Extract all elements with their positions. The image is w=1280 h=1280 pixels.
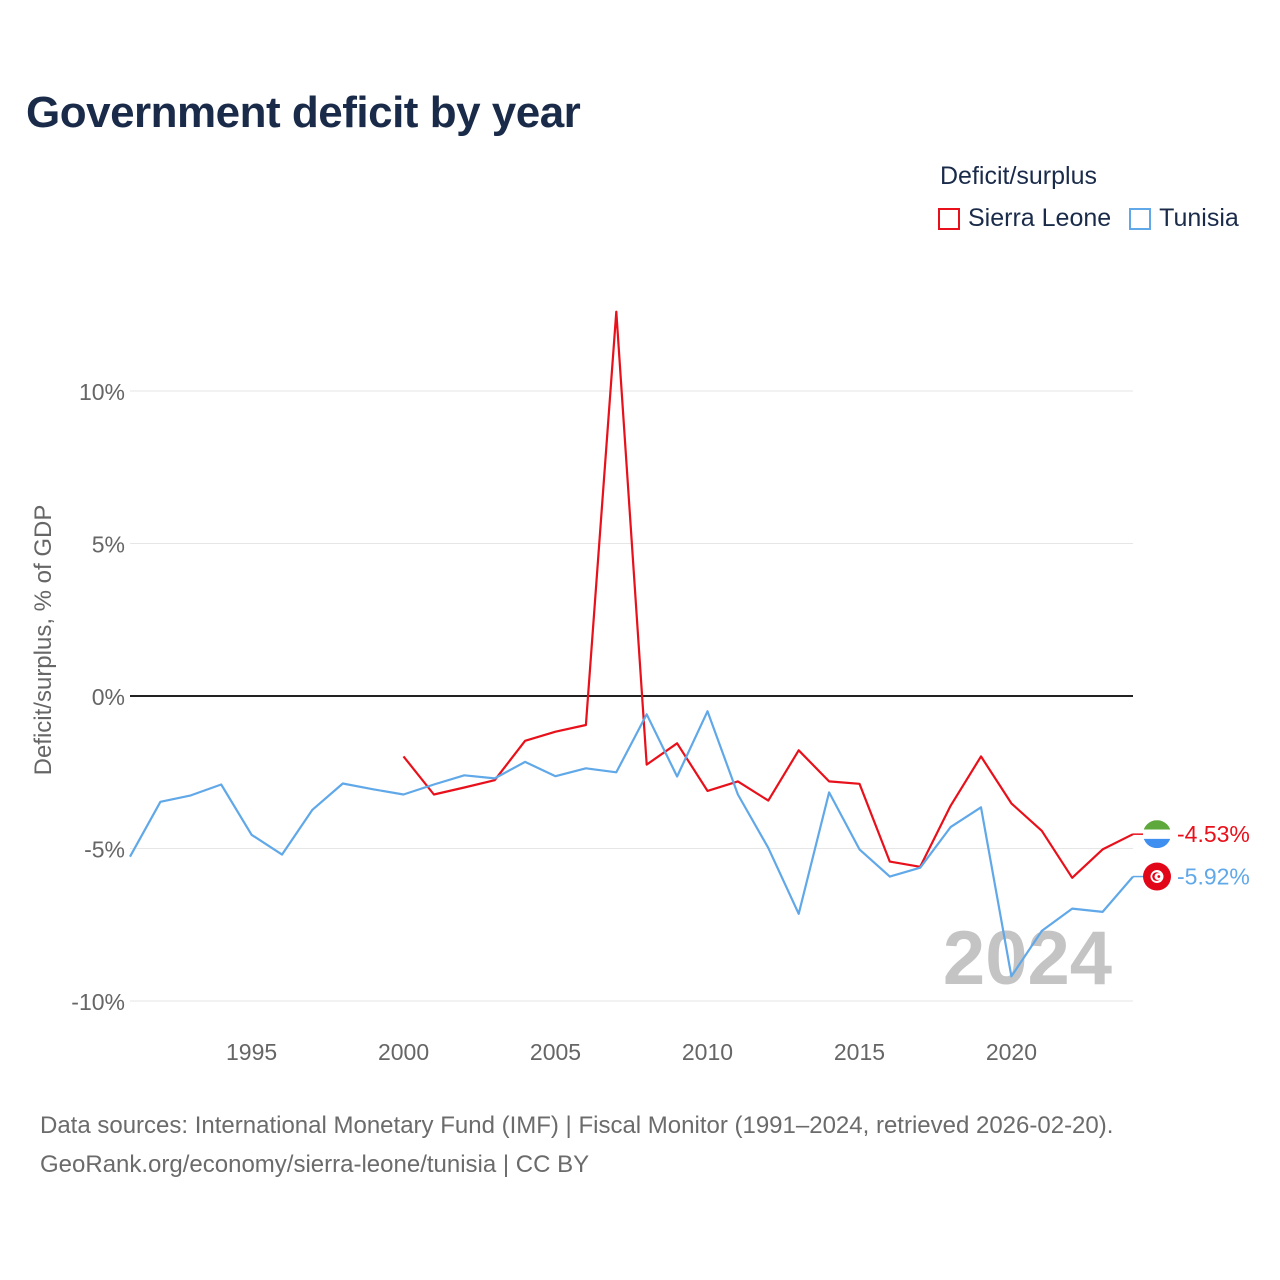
x-tick-label: 2000 bbox=[378, 1039, 429, 1065]
series-line-tunisia[interactable] bbox=[129, 710, 1134, 978]
gridlines bbox=[130, 390, 1133, 1002]
legend-label-sierra-leone: Sierra Leone bbox=[968, 204, 1112, 232]
y-axis-ticks: 10% 5% 0% -5% -10% bbox=[71, 379, 125, 1015]
y-tick-label: -10% bbox=[71, 989, 125, 1015]
line-chart: 10%5%0%-5%-10% 1995 2000 2005 2010 2015 2020 … bbox=[30, 310, 1250, 1065]
source-line-1: Data sources: International Monetary Fun… bbox=[40, 1112, 1114, 1139]
y-tick-label: 0% bbox=[92, 684, 125, 710]
x-tick-label: 2010 bbox=[682, 1039, 733, 1065]
y-axis-label: Deficit/surplus, % of GDP bbox=[30, 505, 57, 776]
x-tick-label: 1995 bbox=[226, 1039, 277, 1065]
series-lines bbox=[129, 310, 1134, 978]
sierra-leone-flag-icon bbox=[1143, 820, 1171, 849]
x-tick-label: 2005 bbox=[530, 1039, 581, 1065]
legend: Sierra Leone Tunisia bbox=[938, 204, 1257, 233]
y-tick-label: -5% bbox=[84, 837, 125, 863]
legend-title: Deficit/surplus bbox=[940, 162, 1097, 190]
series-line-sierra-leone[interactable] bbox=[402, 310, 1134, 879]
source-note: Data sources: International Monetary Fun… bbox=[40, 1106, 1113, 1184]
y-tick-label: 10% bbox=[79, 379, 125, 405]
y-tick-label: 5% bbox=[92, 532, 125, 558]
x-axis-ticks: 1995 2000 2005 2010 2015 2020 bbox=[226, 1039, 1037, 1065]
end-label-tunisia: -5.92% bbox=[1177, 864, 1250, 890]
year-watermark: 2024 bbox=[943, 916, 1112, 1001]
legend-swatch-tunisia bbox=[1129, 207, 1152, 230]
chart-title: Government deficit by year bbox=[26, 88, 581, 137]
x-tick-label: 2015 bbox=[834, 1039, 885, 1065]
legend-item-sierra-leone[interactable]: Sierra Leone bbox=[938, 204, 1111, 233]
tunisia-flag-icon bbox=[1143, 862, 1171, 891]
source-line-2[interactable]: GeoRank.org/economy/sierra-leone/tunisia… bbox=[40, 1151, 590, 1178]
series-end-markers: -4.53% -5.92% bbox=[1133, 820, 1250, 891]
end-label-sierra-leone: -4.53% bbox=[1177, 821, 1250, 847]
x-tick-label: 2020 bbox=[986, 1039, 1037, 1065]
legend-label-tunisia: Tunisia bbox=[1159, 204, 1239, 232]
legend-item-tunisia[interactable]: Tunisia bbox=[1129, 204, 1239, 233]
legend-swatch-sierra-leone bbox=[938, 207, 960, 230]
